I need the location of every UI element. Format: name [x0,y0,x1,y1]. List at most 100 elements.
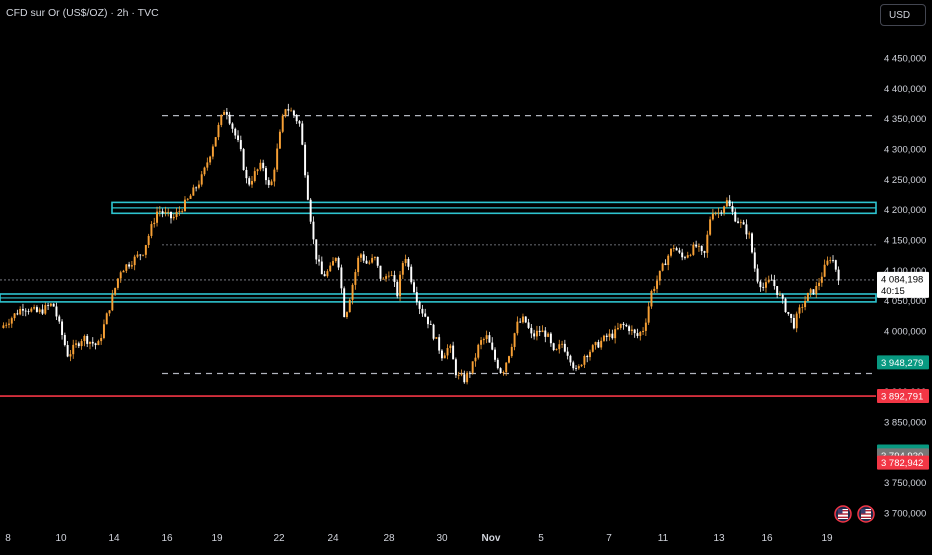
candle[interactable] [304,142,307,178]
candle[interactable] [376,256,379,268]
candle[interactable] [734,208,737,223]
candle[interactable] [61,319,64,340]
candle[interactable] [197,180,200,190]
candle[interactable] [695,240,698,249]
candle[interactable] [753,247,756,272]
candle[interactable] [519,318,522,324]
candle[interactable] [116,278,119,290]
candle[interactable] [527,318,530,329]
candle[interactable] [572,360,575,371]
candles-layer[interactable] [2,103,840,385]
candle[interactable] [759,280,762,292]
candle[interactable] [251,175,253,188]
candle[interactable] [55,302,58,321]
candle[interactable] [452,341,455,360]
candle[interactable] [468,371,471,378]
candle[interactable] [77,341,80,349]
candle[interactable] [628,324,631,335]
candle[interactable] [499,367,502,374]
candle[interactable] [667,254,670,271]
candle[interactable] [505,362,508,376]
candle[interactable] [170,211,172,224]
candle[interactable] [114,287,117,297]
candle[interactable] [608,329,611,341]
candle[interactable] [639,331,642,341]
candle[interactable] [298,120,301,127]
candle[interactable] [10,316,13,328]
candle[interactable] [681,248,684,261]
candle[interactable] [354,269,357,290]
candle[interactable] [432,323,435,341]
candle[interactable] [231,122,234,133]
candle[interactable] [195,186,198,192]
candle[interactable] [178,206,181,216]
candle[interactable] [340,264,343,294]
candle[interactable] [371,254,374,264]
candle[interactable] [644,318,647,336]
candle[interactable] [203,166,206,177]
candle[interactable] [33,304,36,310]
candle[interactable] [485,330,488,344]
candle[interactable] [742,219,745,225]
candle[interactable] [672,244,675,252]
candle[interactable] [292,109,295,118]
candle[interactable] [683,255,686,260]
candle[interactable] [787,311,790,316]
candle[interactable] [602,334,605,342]
candle[interactable] [89,341,91,350]
candle[interactable] [589,349,591,361]
candle[interactable] [834,259,837,272]
candle[interactable] [720,210,723,216]
candle[interactable] [496,357,499,370]
candle[interactable] [345,311,348,319]
candle[interactable] [625,323,628,328]
candle[interactable] [516,316,519,336]
candle[interactable] [150,221,153,239]
flags-layer[interactable] [834,505,875,523]
candle[interactable] [161,208,164,218]
candle[interactable] [653,286,656,294]
candle[interactable] [714,211,717,216]
candle[interactable] [256,168,259,175]
candle[interactable] [706,230,709,258]
candle[interactable] [619,323,622,330]
candle[interactable] [477,343,480,360]
candle[interactable] [711,208,714,221]
candle[interactable] [401,260,404,280]
candle[interactable] [580,364,583,368]
candle[interactable] [491,337,494,351]
candle[interactable] [276,143,279,173]
candle[interactable] [83,334,86,347]
candle[interactable] [770,274,773,281]
candle[interactable] [569,354,572,366]
candle[interactable] [767,275,770,284]
candle[interactable] [164,206,167,217]
candle[interactable] [605,333,608,342]
candle[interactable] [223,109,226,116]
candle[interactable] [418,300,421,315]
candle[interactable] [703,250,706,258]
candle[interactable] [600,337,603,350]
candle[interactable] [535,325,538,341]
candle[interactable] [2,322,5,329]
candle[interactable] [818,277,821,291]
candle[interactable] [105,312,108,325]
candle[interactable] [348,298,351,313]
candle[interactable] [795,311,798,333]
candle[interactable] [153,217,156,228]
candle[interactable] [220,114,223,128]
candle[interactable] [762,282,765,291]
candle[interactable] [832,255,834,263]
candle[interactable] [664,259,667,266]
candle[interactable] [717,207,720,218]
candle[interactable] [122,269,125,273]
candle[interactable] [647,301,650,325]
candle[interactable] [731,201,734,216]
candle[interactable] [133,254,136,271]
candle[interactable] [413,279,415,294]
candle[interactable] [239,135,242,152]
candle[interactable] [781,293,784,304]
candle[interactable] [290,107,293,112]
candle[interactable] [404,254,407,267]
candle[interactable] [700,245,703,255]
